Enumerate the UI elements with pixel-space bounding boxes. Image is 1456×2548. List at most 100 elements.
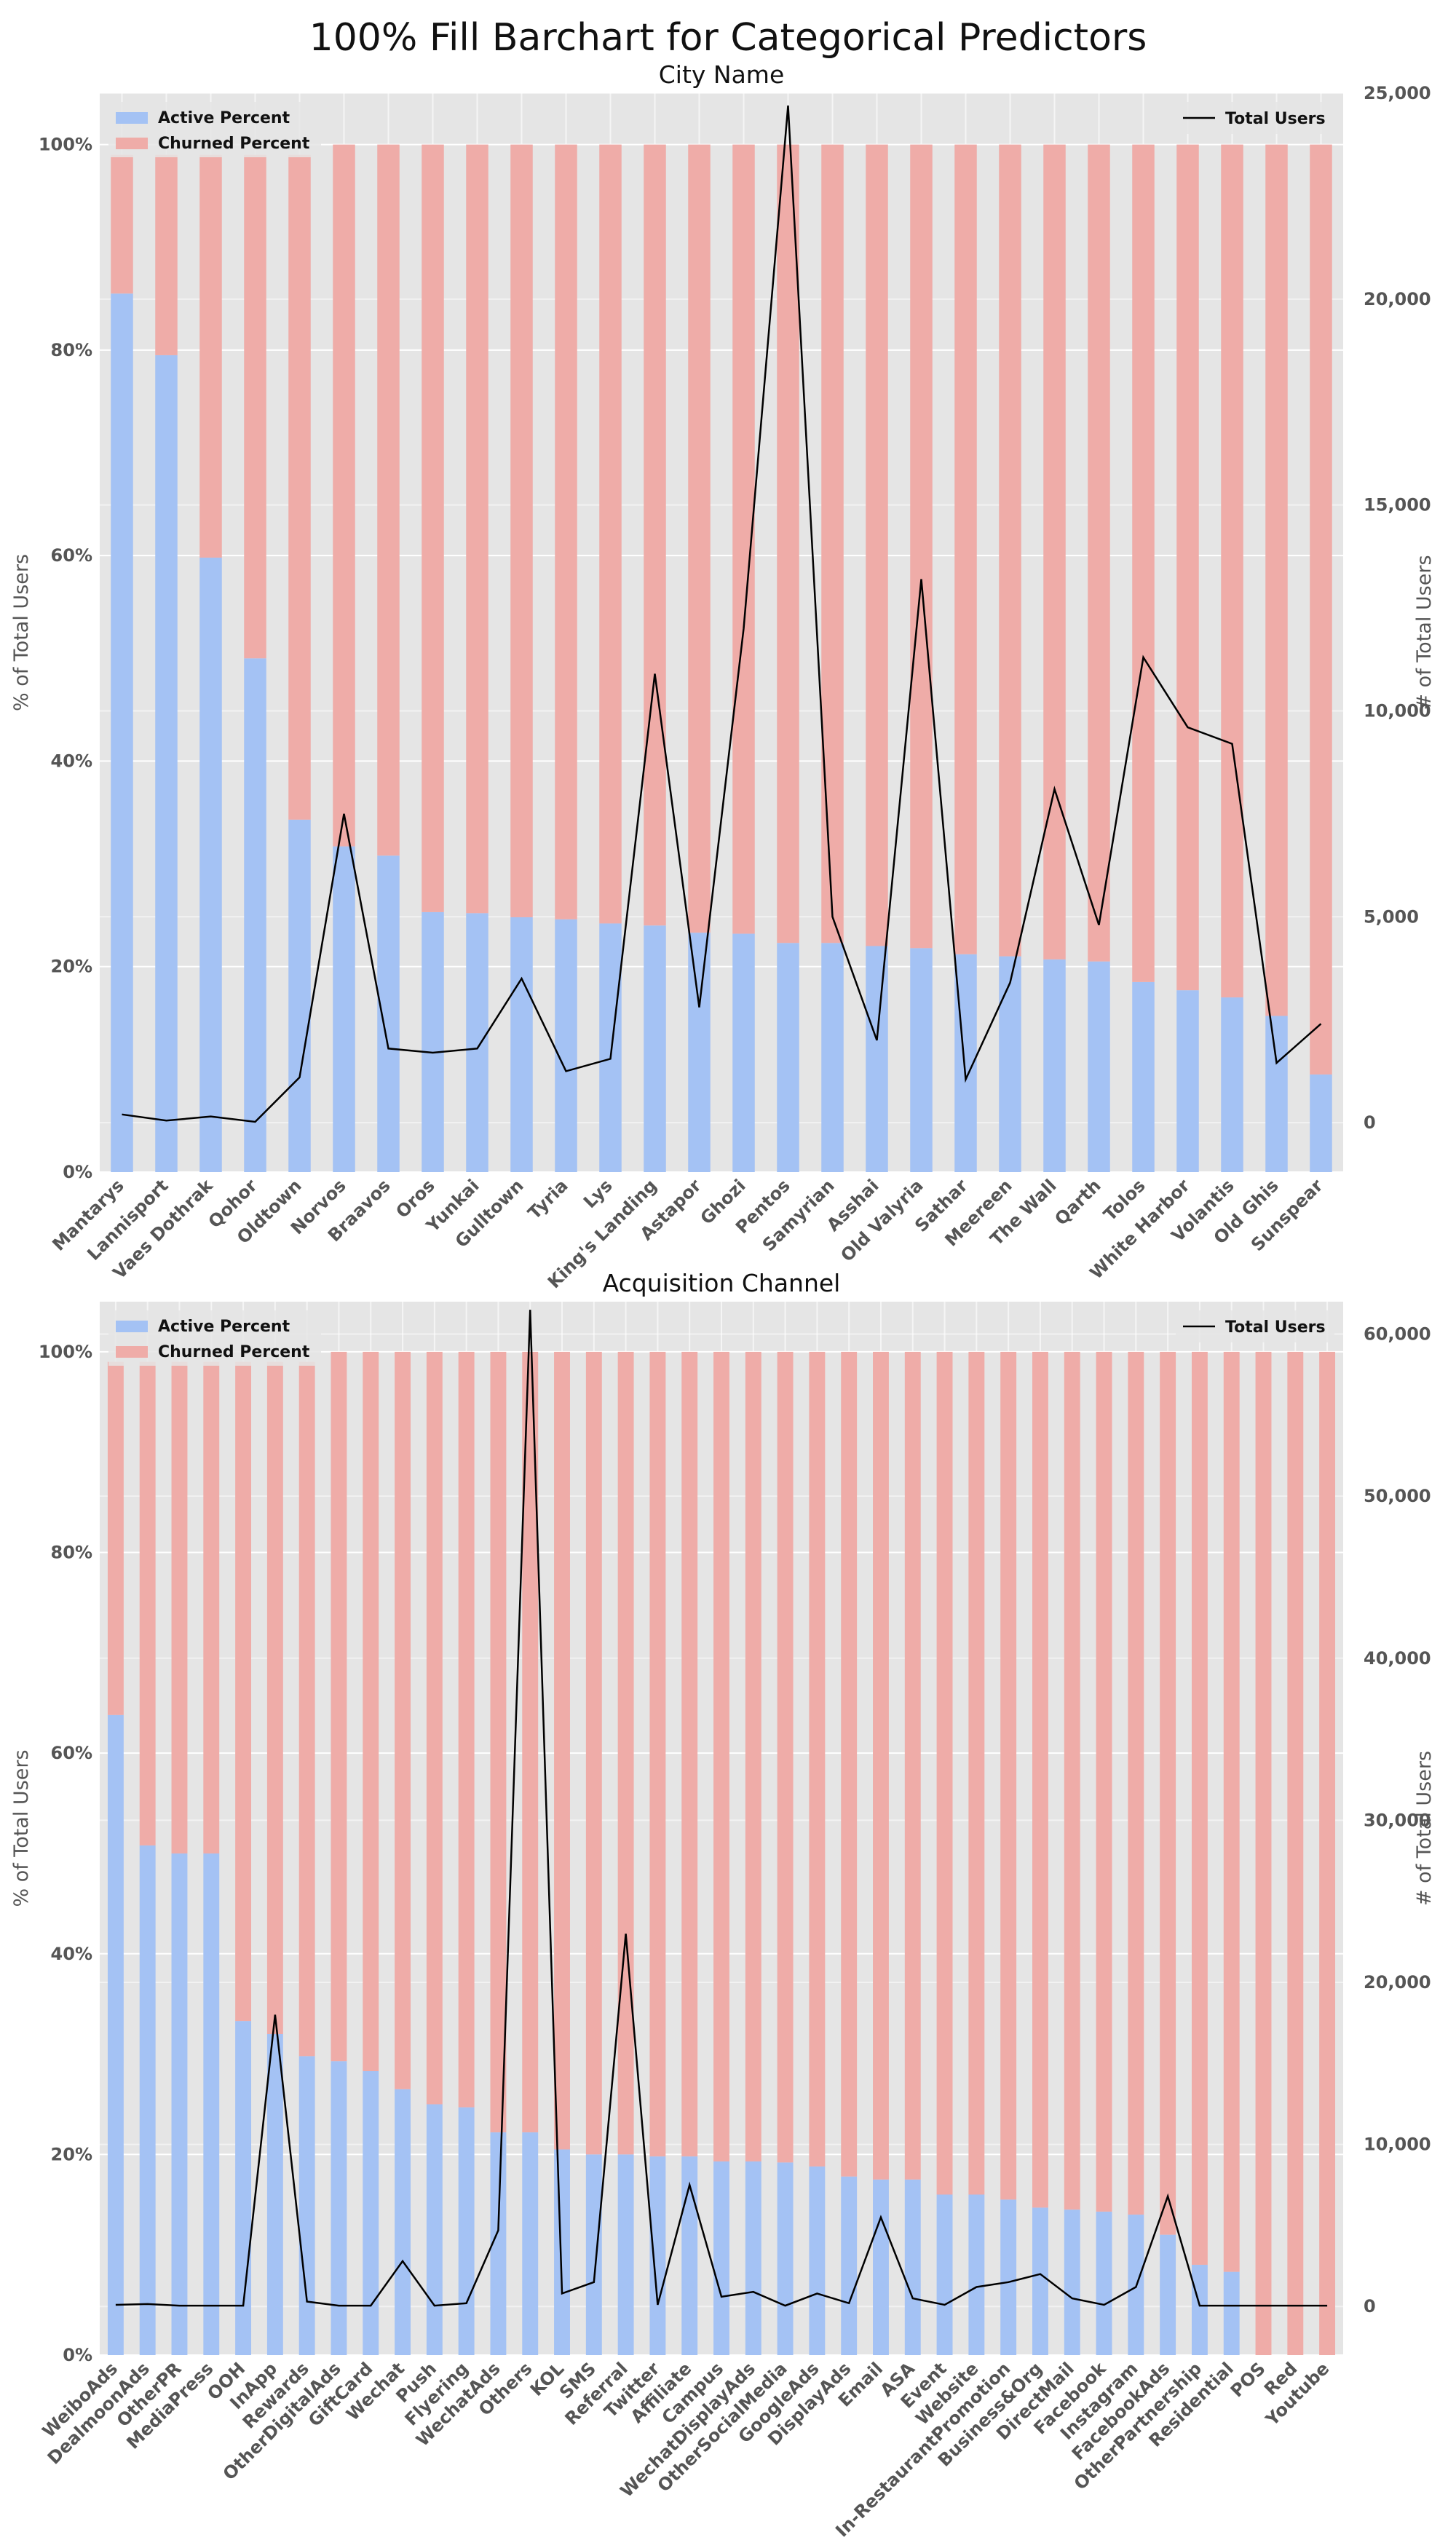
x-tick-label: POS: [1227, 2358, 1270, 2401]
bar-active-residential: [1223, 2271, 1240, 2355]
legend-swatch: [116, 138, 148, 149]
bar-active-oros: [422, 911, 444, 1172]
bar-active-oldtown: [288, 819, 311, 1172]
total-users-line: [122, 105, 1322, 1123]
bar-active-volantis: [1221, 997, 1243, 1172]
bar-churned-flyering: [458, 1351, 475, 2108]
bar-active-flyering: [458, 2107, 475, 2355]
bar-churned-pentos: [777, 144, 799, 943]
legend-swatch: [116, 1321, 148, 1332]
bar-active-gulltown: [510, 917, 533, 1172]
bar-active-giftcard: [363, 2070, 379, 2355]
y-tick-label: 0%: [63, 2345, 92, 2365]
bar-churned-business-org: [1032, 1351, 1048, 2208]
y2-axis-label: # of Total Users: [1413, 555, 1436, 710]
bar-active-directmail: [1064, 2209, 1080, 2355]
y2-tick-label: 30,000: [1364, 1810, 1431, 1830]
bar-active-samyrian: [821, 943, 844, 1172]
y2-tick-label: 10,000: [1364, 2134, 1431, 2155]
bar-active-old-ghis: [1265, 1016, 1288, 1172]
legend-label: Churned Percent: [158, 135, 310, 153]
y-axis-label: % of Total Users: [10, 1749, 33, 1907]
legend-label: Active Percent: [158, 1318, 290, 1336]
bar-churned-referral: [617, 1351, 634, 2155]
y-tick-label: 60%: [51, 1743, 92, 1763]
bar-churned-braavos: [377, 144, 400, 856]
bar-active-asa: [904, 2179, 921, 2355]
bar-active-facebookads: [1160, 2234, 1176, 2355]
y2-tick-label: 0: [1364, 2296, 1376, 2316]
y2-tick-label: 10,000: [1364, 700, 1431, 721]
bar-active-old-valyria: [910, 948, 933, 1172]
bar-active-otherdigitalads: [331, 2061, 347, 2355]
y-tick-label: 60%: [51, 545, 92, 566]
y2-tick-label: 40,000: [1364, 1648, 1431, 1669]
y-axis-label: % of Total Users: [10, 554, 33, 711]
bar-active-lys: [599, 923, 622, 1172]
bar-active-event: [936, 2194, 953, 2355]
bar-churned-vaes-dothrak: [199, 154, 222, 558]
bar-active-facebook: [1096, 2211, 1112, 2355]
bar-churned-instagram: [1128, 1351, 1144, 2215]
bar-churned-push: [426, 1351, 443, 2105]
y-tick-label: 0%: [63, 1162, 92, 1182]
bar-churned-qarth: [1088, 144, 1110, 962]
bar-churned-old-valyria: [910, 144, 933, 949]
y-tick-label: 80%: [51, 1543, 92, 1563]
bar-active-dealmoonads: [139, 1845, 156, 2355]
bar-active-tyria: [555, 919, 577, 1172]
bar-active-kol: [554, 2149, 570, 2355]
bar-active-meereen: [999, 956, 1021, 1172]
bar-active-tolos: [1132, 981, 1155, 1172]
bar-churned-wechatdisplayads: [745, 1351, 761, 2162]
bar-active-yunkai: [466, 913, 488, 1172]
bar-churned-facebook: [1096, 1351, 1112, 2212]
y2-tick-label: 25,000: [1364, 83, 1431, 103]
bar-active-twitter: [649, 2156, 666, 2355]
bar-active-othersocialmedia: [777, 2162, 794, 2355]
bar-active-website: [968, 2194, 985, 2355]
bar-churned-old-ghis: [1265, 144, 1288, 1016]
y2-tick-label: 15,000: [1364, 495, 1431, 515]
bar-active-king-s-landing: [644, 925, 666, 1172]
bar-churned-event: [936, 1351, 953, 2195]
bar-active-qohor: [244, 658, 266, 1172]
bar-churned-in-restaurantpromotion: [1000, 1351, 1017, 2200]
bar-churned-others: [522, 1351, 539, 2133]
bar-churned-dealmoonads: [139, 1361, 156, 1845]
bar-churned-sunspear: [1310, 144, 1332, 1075]
bar-churned-otherpr: [171, 1361, 188, 1853]
bar-active-email: [873, 2179, 889, 2355]
bar-active-sunspear: [1310, 1074, 1332, 1172]
bar-active-others: [522, 2132, 539, 2355]
y2-tick-label: 20,000: [1364, 289, 1431, 309]
y2-tick-label: 20,000: [1364, 1972, 1431, 1993]
legend-swatch: [116, 1346, 148, 1358]
bar-churned-sathar: [954, 144, 977, 954]
bar-active-displayads: [841, 2176, 858, 2355]
bar-churned-king-s-landing: [644, 144, 666, 926]
bar-churned-white-harbor: [1176, 144, 1199, 991]
bar-active-weiboads: [107, 1714, 124, 2355]
bar-churned-tolos: [1132, 144, 1155, 982]
legend-label: Churned Percent: [158, 1343, 310, 1361]
bar-churned-displayads: [841, 1351, 858, 2177]
bar-active-wechatads: [490, 2132, 507, 2355]
bar-churned-oldtown: [288, 154, 311, 820]
bar-churned-samyrian: [821, 144, 844, 943]
bar-active-in-restaurantpromotion: [1000, 2199, 1017, 2355]
bar-active-otherpartnership: [1191, 2264, 1208, 2355]
bar-churned-astapor: [688, 144, 711, 933]
chart-title: City Name: [659, 60, 785, 89]
bar-churned-sms: [585, 1351, 602, 2155]
bar-active-astapor: [688, 933, 711, 1172]
bar-active-affiliate: [681, 2156, 698, 2355]
bar-active-mediapress: [203, 1853, 220, 2355]
bar-active-rewards: [298, 2056, 315, 2355]
bar-churned-gulltown: [510, 144, 533, 917]
bar-churned-wechatads: [490, 1351, 507, 2133]
bar-churned-red: [1287, 1351, 1304, 2355]
bar-churned-affiliate: [681, 1351, 698, 2157]
bar-active-lannisport: [155, 355, 178, 1172]
